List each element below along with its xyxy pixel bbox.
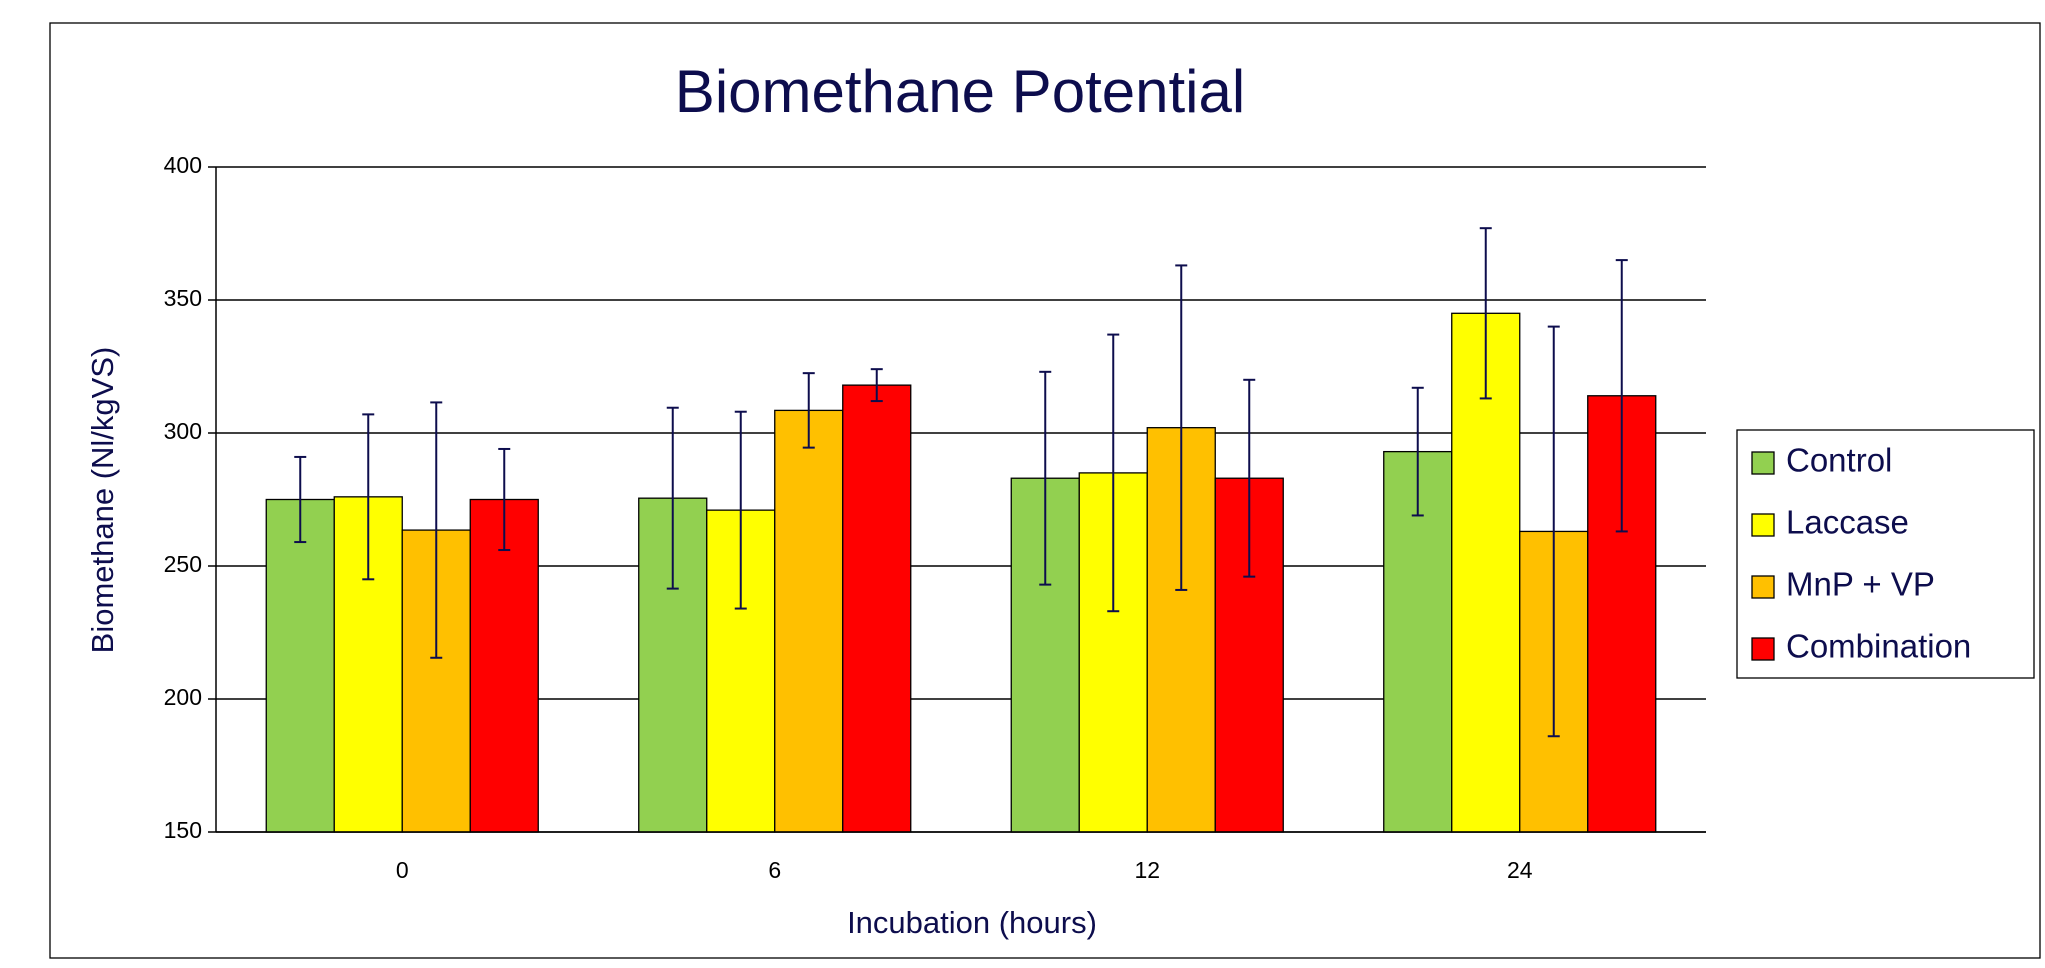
y-tick-label: 250 (164, 551, 202, 577)
bar (1451, 312, 1521, 833)
legend-box (1736, 429, 2035, 679)
error-bar (1547, 325, 1560, 738)
error-bar (870, 368, 883, 403)
bar (265, 498, 335, 833)
y-tick-label: 350 (164, 285, 202, 311)
legend-label: Laccase (1786, 504, 1909, 541)
error-bar (1175, 264, 1188, 591)
error-bar (294, 455, 307, 544)
legend-label: Combination (1786, 628, 1971, 665)
error-bar (666, 406, 679, 590)
error-bar (1615, 259, 1628, 533)
y-tick-label: 150 (164, 817, 202, 843)
bar (469, 498, 539, 833)
bar (842, 384, 912, 833)
legend-label: Control (1786, 442, 1892, 479)
error-bar (1411, 386, 1424, 517)
legend-label: MnP + VP (1786, 566, 1935, 603)
x-tick-label: 6 (768, 857, 781, 883)
legend-swatch (1751, 451, 1775, 475)
y-axis-label: Biomethane (Nl/kgVS) (85, 347, 120, 654)
y-tick-label: 400 (164, 152, 202, 178)
y-tick-label: 200 (164, 684, 202, 710)
error-bar (802, 372, 815, 449)
chart-title: Biomethane Potential (675, 58, 1245, 125)
error-bar (1243, 378, 1256, 578)
x-tick-label: 24 (1507, 857, 1533, 883)
bar (774, 409, 844, 833)
error-bar (1039, 370, 1052, 586)
y-tick-label: 300 (164, 418, 202, 444)
legend-swatch (1751, 513, 1775, 537)
error-bar (1107, 333, 1120, 613)
error-bar (362, 413, 375, 581)
error-bar (1479, 227, 1492, 400)
x-tick-label: 12 (1134, 857, 1160, 883)
legend-swatch (1751, 637, 1775, 661)
x-axis-label: Incubation (hours) (847, 905, 1097, 940)
legend-swatch (1751, 575, 1775, 599)
error-bar (498, 447, 511, 552)
error-bar (734, 410, 747, 610)
error-bar (430, 401, 443, 659)
x-tick-label: 0 (396, 857, 409, 883)
